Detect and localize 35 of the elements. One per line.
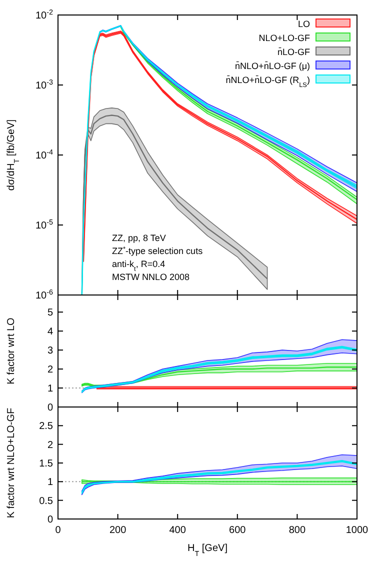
- x-tick-label: 200: [109, 525, 127, 536]
- y-tick-label: 10$^{-2}$: [35, 7, 53, 22]
- legend-label: n̄LO-GF: [277, 47, 310, 57]
- y-tick-label: 10$^{-5}$: [35, 217, 53, 232]
- legend-label: LO: [298, 19, 310, 29]
- y-tick-label: 0.5: [39, 496, 54, 507]
- annotation: MSTW NNLO 2008: [112, 272, 190, 282]
- y-tick-label: 4: [47, 326, 54, 338]
- y-tick-label: 2: [47, 440, 54, 451]
- legend-label: n̄NLO+n̄LO-GF (μ): [235, 61, 310, 71]
- y-tick-label: 0: [47, 402, 54, 414]
- x-tick-label: 800: [288, 525, 306, 536]
- x-tick-label: 600: [229, 525, 246, 536]
- annotation: ZZ$^{*}$-type selection cuts: [112, 246, 204, 256]
- legend-label: n̄NLO+n̄LO-GF (R$_{LS}$): [226, 75, 310, 88]
- y-tick-label: 5: [47, 308, 54, 319]
- y-tick-label: 10$^{-6}$: [35, 287, 53, 302]
- annotation: ZZ, pp, 8 TeV: [112, 233, 166, 243]
- y-tick-label: 1: [47, 384, 54, 395]
- annotation: anti-k$_{t}$, R=0.4: [112, 259, 166, 272]
- x-tick-label: 0: [55, 525, 62, 536]
- y-tick-label: 10$^{-4}$: [35, 147, 53, 162]
- y-tick-label: 10$^{-3}$: [35, 77, 53, 92]
- x-tick-label: 1000: [346, 525, 369, 536]
- y-tick-label: 1.5: [39, 458, 54, 470]
- x-tick-label: 400: [169, 525, 186, 536]
- y-axis-title: K factor wrt LO: [6, 317, 17, 384]
- y-tick-label: 3: [47, 346, 54, 357]
- legend-label: NLO+LO-GF: [258, 33, 310, 43]
- y-axis-title: K factor wrt NLO+LO-GF: [6, 408, 17, 518]
- y-tick-label: 2: [47, 364, 54, 376]
- x-axis-title: H$_{T}$ [GeV]: [188, 543, 228, 558]
- y-tick-label: 1: [47, 477, 54, 488]
- y-tick-label: 0: [47, 514, 54, 526]
- y-tick-label: 2.5: [39, 421, 54, 432]
